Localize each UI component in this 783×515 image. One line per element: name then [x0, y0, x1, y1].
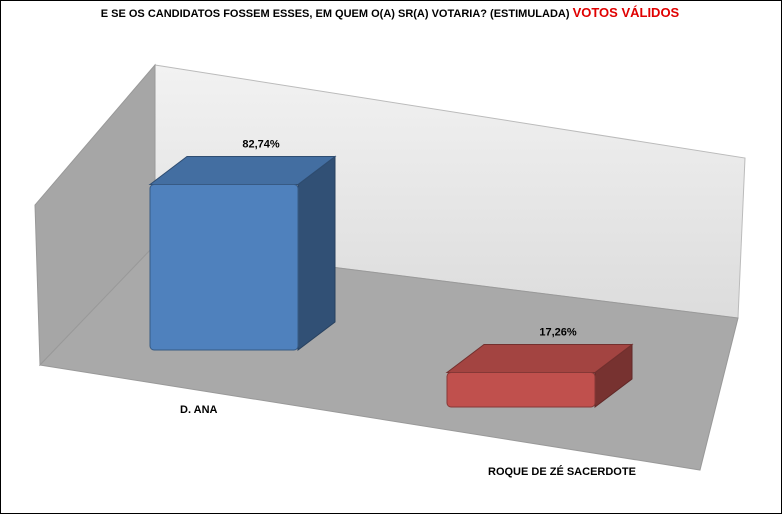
bar: [149, 184, 299, 351]
x-tick-label: D. ANA: [180, 404, 218, 416]
data-label: 82,74%: [242, 138, 280, 150]
bar: [446, 371, 596, 408]
chart-title: E SE OS CANDIDATOS FOSSEM ESSES, EM QUEM…: [101, 5, 680, 20]
title-highlight: VOTOS VÁLIDOS: [573, 5, 680, 20]
x-tick-label: ROQUE DE ZÉ SACERDOTE: [488, 465, 636, 478]
title-text: E SE OS CANDIDATOS FOSSEM ESSES, EM QUEM…: [101, 8, 570, 20]
data-label: 17,26%: [539, 326, 577, 338]
bar-side: [297, 155, 336, 352]
